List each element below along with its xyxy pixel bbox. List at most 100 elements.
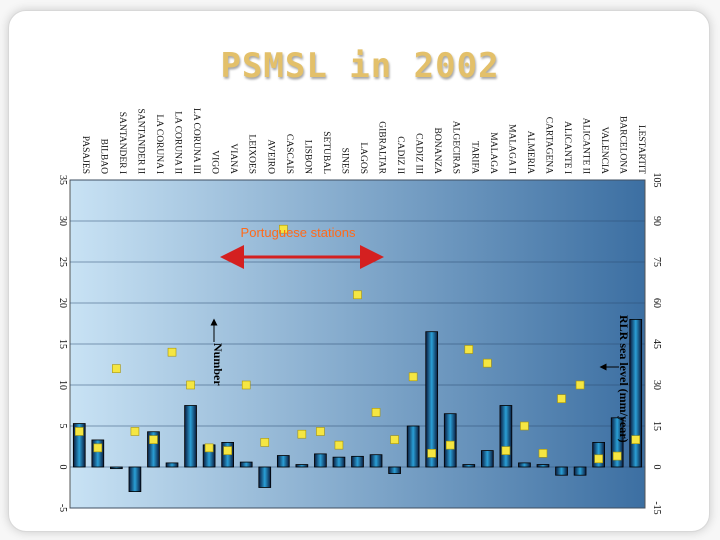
tick-label-number: 10 [57,380,68,390]
category-label: TARIFA [469,141,479,174]
bar-number [314,453,327,468]
tick-label-rlr: 90 [651,216,662,226]
marker-rlr [279,224,288,234]
slide-title: PSMSL in 2002 [220,46,500,86]
tick-label-number: 35 [57,175,68,185]
bar-number [536,464,550,468]
marker-rlr [501,446,511,455]
category-label: GIBRALTAR [377,121,387,174]
tick-label-number: 15 [57,339,68,349]
annotation-portuguese-stations: Portuguese stations [241,225,356,240]
bar-number [91,439,105,468]
category-label: ALICANTE I [562,121,572,174]
category-label: BONANZA [432,128,442,175]
category-label: LEIXOES [247,134,257,174]
marker-rlr [445,440,455,450]
tick-label-number: 30 [57,216,68,226]
marker-rlr [167,347,177,357]
marker-rlr [130,427,140,436]
marker-rlr [464,345,474,354]
marker-rlr [186,380,195,390]
bar-number [518,462,531,468]
bar-number [72,423,86,468]
bar-number [629,318,643,468]
bar-number [573,466,587,476]
bar-number [184,405,197,468]
category-label: MALAGA [488,132,498,174]
tick-label-rlr: 105 [651,173,662,188]
tick-label-number: 20 [57,298,68,308]
marker-rlr [390,435,399,444]
marker-rlr [538,449,548,458]
category-label: BILBAO [98,139,108,175]
legend-label-rlr: RLR sea level (mm/year) [617,315,631,443]
marker-rlr [594,454,603,464]
tick-label-rlr: 60 [651,298,662,308]
category-label: VALENCIA [599,127,609,174]
marker-rlr [223,446,232,455]
category-label: ALMERIA [525,131,535,174]
bar-number [481,450,494,468]
category-label: CARTAGENA [543,117,553,174]
bar-number [351,455,364,468]
category-label: BARCELONA [618,116,628,174]
bar-number [443,413,457,468]
category-label: CADIZ III [414,133,424,174]
category-label: SINES [339,148,349,174]
legend-label-number: Number [211,343,225,386]
bar-number [388,466,401,474]
marker-rlr [316,427,325,436]
bar-number [369,454,383,468]
category-label: CADIZ II [395,136,405,174]
marker-rlr [408,372,418,382]
marker-rlr [112,364,121,373]
category-label: AVEIRO [265,139,275,174]
tick-label-rlr: 15 [651,421,662,431]
marker-rlr [575,380,585,390]
marker-rlr [631,435,641,444]
bar-number [295,464,309,468]
marker-rlr [427,449,436,458]
marker-rlr [334,440,344,450]
marker-rlr [204,443,214,453]
bar-number [406,425,420,468]
category-label: LAGOS [358,142,368,174]
bar-number [462,464,476,468]
bar-number [239,461,253,468]
tick-label-number: 0 [57,465,68,470]
category-label: LA CORUNA III [191,108,201,174]
bar-number [610,417,624,468]
marker-rlr [297,429,307,439]
marker-rlr [612,451,622,461]
category-label: LA CORUNA I [154,114,164,174]
category-label: LISBON [302,140,312,174]
marker-rlr [483,358,492,368]
category-label: MALAGA II [506,124,516,174]
bar-number [276,455,290,468]
tick-label-rlr: 45 [651,339,662,349]
category-label: LA CORUNA II [173,111,183,174]
tick-label-rlr: 75 [651,257,662,267]
bar-number [499,405,513,468]
bar-number [258,466,272,488]
bar-number [425,331,439,468]
bar-number [165,462,179,468]
category-label: I.ESTARTIT [636,125,646,174]
marker-rlr [260,438,270,447]
marker-rlr [241,380,251,390]
tick-label-number: 25 [57,257,68,267]
marker-rlr [353,290,362,300]
bar-number [147,431,160,468]
marker-rlr [520,421,529,431]
marker-rlr [149,435,158,444]
category-label: CASCAIS [284,134,294,174]
marker-rlr [371,408,381,417]
category-label: PASAJES [80,136,90,174]
bar-number [128,466,142,493]
category-label: VIGO [210,150,220,174]
category-label: VIANA [228,143,238,174]
category-label: SANTANDER II [135,109,145,174]
marker-rlr [74,427,84,436]
tick-label-number: -5 [57,504,68,512]
